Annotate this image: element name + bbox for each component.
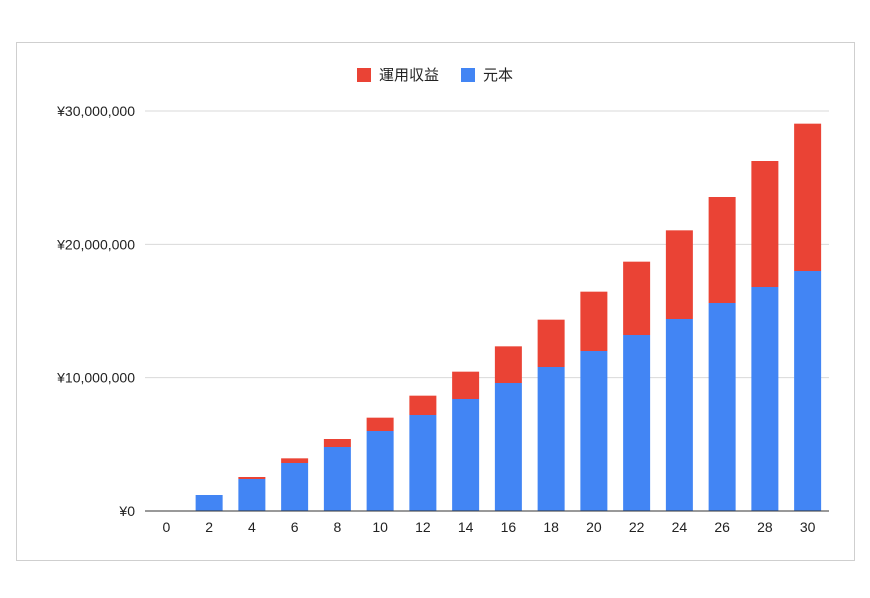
bar-returns[interactable] (281, 458, 309, 463)
bar-principal[interactable] (494, 383, 522, 511)
bar-returns[interactable] (708, 197, 736, 303)
legend-item-principal[interactable]: 元本 (461, 64, 513, 85)
x-tick-label: 14 (458, 519, 474, 535)
x-tick-label: 0 (162, 519, 170, 535)
bar-principal[interactable] (409, 415, 437, 511)
y-tick-label: ¥20,000,000 (56, 236, 135, 252)
bar-returns[interactable] (537, 319, 565, 367)
x-tick-label: 18 (543, 519, 559, 535)
bar-principal[interactable] (366, 431, 394, 511)
bar-principal[interactable] (281, 463, 309, 511)
legend-item-returns[interactable]: 運用収益 (356, 64, 439, 85)
bar-returns[interactable] (238, 477, 266, 479)
bars (195, 123, 822, 511)
bar-principal[interactable] (794, 271, 822, 511)
chart-legend: 運用収益 元本 (0, 64, 870, 85)
bar-returns[interactable] (665, 230, 693, 319)
x-tick-label: 16 (501, 519, 517, 535)
x-tick-label: 30 (800, 519, 816, 535)
bar-principal[interactable] (195, 495, 223, 511)
y-tick-label: ¥10,000,000 (56, 370, 135, 386)
bar-principal[interactable] (751, 287, 779, 511)
bar-returns[interactable] (751, 161, 779, 287)
x-tick-label: 22 (629, 519, 645, 535)
bar-returns[interactable] (794, 123, 822, 272)
x-tick-label: 6 (291, 519, 299, 535)
bar-principal[interactable] (452, 399, 480, 511)
legend-label-principal: 元本 (483, 67, 514, 84)
bar-principal[interactable] (323, 447, 351, 511)
x-tick-label: 28 (757, 519, 773, 535)
x-tick-label: 10 (372, 519, 388, 535)
x-tick-label: 24 (672, 519, 688, 535)
bar-returns[interactable] (494, 346, 522, 383)
bar-returns[interactable] (452, 371, 480, 399)
y-tick-label: ¥30,000,000 (56, 103, 135, 119)
legend-label-returns: 運用収益 (378, 67, 439, 84)
x-tick-label: 20 (586, 519, 602, 535)
bar-principal[interactable] (708, 303, 736, 511)
legend-swatch-returns (356, 67, 371, 82)
bar-returns[interactable] (409, 395, 437, 415)
bar-returns[interactable] (580, 291, 608, 351)
bar-returns[interactable] (323, 439, 351, 447)
bar-returns[interactable] (366, 417, 394, 431)
x-tick-label: 4 (248, 519, 256, 535)
bar-principal[interactable] (537, 367, 565, 511)
bar-principal[interactable] (665, 319, 693, 511)
bar-returns[interactable] (623, 261, 651, 335)
legend-swatch-principal (461, 67, 475, 82)
bar-principal[interactable] (623, 335, 651, 511)
x-tick-label: 12 (415, 519, 431, 535)
x-tick-label: 8 (333, 519, 341, 535)
bar-principal[interactable] (238, 479, 266, 511)
y-tick-label: ¥0 (118, 503, 135, 519)
bar-principal[interactable] (580, 351, 608, 511)
x-tick-label: 2 (205, 519, 213, 535)
x-tick-label: 26 (714, 519, 730, 535)
